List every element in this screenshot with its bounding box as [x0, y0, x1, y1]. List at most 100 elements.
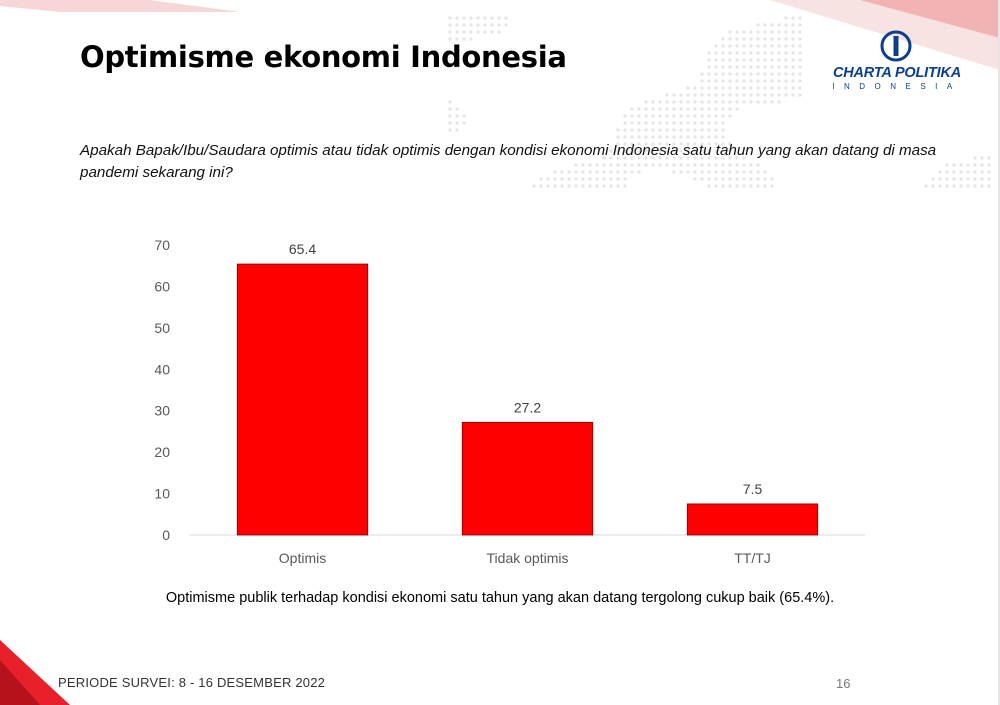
map-dot [777, 58, 781, 62]
map-dot [700, 177, 704, 181]
map-dot [693, 121, 697, 125]
map-dot [686, 128, 690, 132]
map-dot [455, 30, 459, 34]
map-dot [616, 135, 620, 139]
map-dot [987, 184, 991, 188]
map-dot [665, 128, 669, 132]
map-dot [539, 184, 543, 188]
map-dot [784, 93, 788, 97]
map-dot [686, 86, 690, 90]
map-dot [693, 100, 697, 104]
map-dot [742, 163, 746, 167]
map-dot [707, 135, 711, 139]
map-dot [623, 135, 627, 139]
map-dot [714, 142, 718, 146]
map-dot [630, 121, 634, 125]
map-dot [616, 170, 620, 174]
map-dot [658, 121, 662, 125]
map-dot [763, 72, 767, 76]
map-dot [728, 79, 732, 83]
map-dot [777, 51, 781, 55]
map-dot [700, 114, 704, 118]
map-dot [721, 44, 725, 48]
map-dot [588, 170, 592, 174]
map-dot [791, 58, 795, 62]
map-dot [749, 65, 753, 69]
map-dot [749, 170, 753, 174]
map-dot [784, 23, 788, 27]
map-dot [763, 30, 767, 34]
map-dot [728, 184, 732, 188]
map-dot [714, 79, 718, 83]
map-dot [700, 86, 704, 90]
map-dot [693, 93, 697, 97]
map-dot [630, 156, 634, 160]
map-dot [735, 86, 739, 90]
map-dot [693, 135, 697, 139]
map-dot [658, 128, 662, 132]
map-dot [784, 72, 788, 76]
map-dot [931, 177, 935, 181]
map-dot [609, 177, 613, 181]
map-dot [462, 37, 466, 41]
map-dot [672, 170, 676, 174]
map-dot [980, 163, 984, 167]
map-dot [651, 156, 655, 160]
map-dot [742, 30, 746, 34]
map-dot [665, 135, 669, 139]
map-dot [798, 58, 802, 62]
map-dot [980, 177, 984, 181]
survey-question: Apakah Bapak/Ibu/Saudara optimis atau ti… [80, 142, 937, 181]
map-dot [742, 72, 746, 76]
map-dot [945, 170, 949, 174]
bar-tidak-optimis [461, 421, 594, 536]
map-dot [693, 163, 697, 167]
map-dot [707, 177, 711, 181]
map-dot [707, 51, 711, 55]
map-dot [567, 177, 571, 181]
map-dot [959, 170, 963, 174]
map-dot [770, 86, 774, 90]
bar-chart: 0 10 20 30 40 50 60 70 65.4 27.2 7.5 Optimis Tidak… [154, 237, 865, 566]
map-dot [448, 100, 452, 104]
map-dot [448, 23, 452, 27]
map-dot [791, 72, 795, 76]
map-dot [455, 16, 459, 20]
map-dot [784, 16, 788, 20]
map-dot [700, 93, 704, 97]
map-dot [742, 100, 746, 104]
map-dot [742, 65, 746, 69]
map-dot [763, 86, 767, 90]
map-dot [791, 30, 795, 34]
map-dot [700, 170, 704, 174]
map-dot [679, 93, 683, 97]
map-dot [448, 16, 452, 20]
map-dot [595, 163, 599, 167]
map-dot [567, 170, 571, 174]
map-dot [602, 170, 606, 174]
map-dot [749, 30, 753, 34]
map-dot [749, 51, 753, 55]
map-dot [623, 184, 627, 188]
map-dot [784, 79, 788, 83]
map-dot [637, 156, 641, 160]
indonesia-map-dots [448, 16, 991, 188]
map-dot [651, 149, 655, 153]
map-dot [602, 184, 606, 188]
map-dot [791, 79, 795, 83]
map-dot [609, 163, 613, 167]
conclusion-text: Optimisme publik terhadap kondisi ekonom… [165, 590, 835, 606]
map-dot [721, 128, 725, 132]
map-dot [616, 142, 620, 146]
map-dot [931, 184, 935, 188]
y-tick-label: 70 [154, 237, 170, 253]
map-dot [714, 121, 718, 125]
map-dot [574, 170, 578, 174]
map-dot [560, 177, 564, 181]
map-dot [490, 16, 494, 20]
map-dot [714, 149, 718, 153]
map-dot [672, 156, 676, 160]
map-dot [637, 142, 641, 146]
map-dot [623, 142, 627, 146]
page-number: 16 [836, 676, 851, 691]
